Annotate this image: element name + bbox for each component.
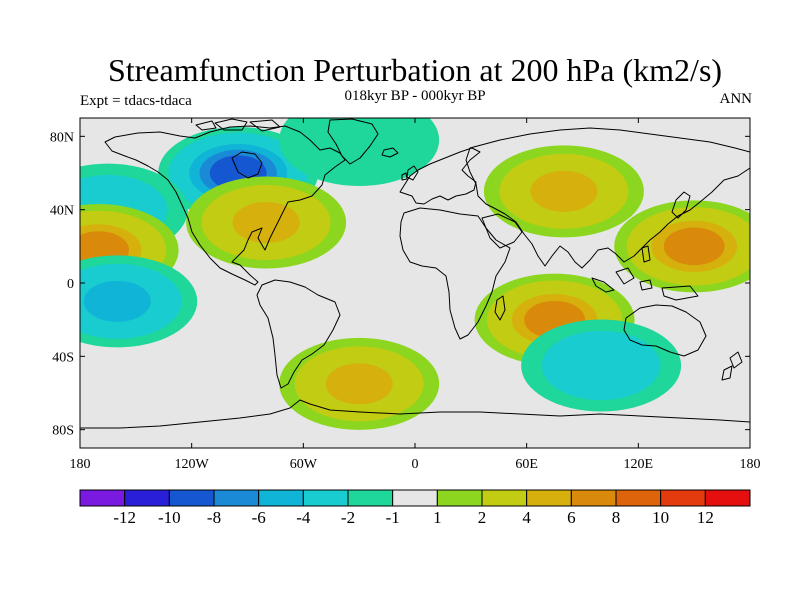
colorbar-label: 10 — [652, 508, 669, 527]
colorbar-label: -1 — [386, 508, 400, 527]
contour-level — [530, 170, 598, 212]
lon-tick-label: 60W — [290, 457, 318, 472]
experiment-label: Expt = tdacs-tdaca — [80, 93, 192, 109]
anomaly-west-pacific-high — [614, 200, 750, 293]
lat-tick-label: 0 — [67, 277, 74, 292]
lat-tick-label: 40N — [50, 204, 74, 219]
contour-level — [663, 227, 725, 266]
lat-tick-label: 80N — [50, 130, 74, 145]
lat-tick-label: 80S — [52, 424, 74, 439]
colorbar: -12 -10 -8 -6 -4 -2 -1 1 2 4 6 8 10 12 — [79, 489, 751, 527]
contour-level — [325, 363, 393, 405]
colorbar-swatch — [660, 489, 706, 507]
lon-tick-label: 120W — [175, 457, 210, 472]
colorbar-label: -6 — [252, 508, 266, 527]
plot-title: Streamfunction Perturbation at 200 hPa (… — [107, 52, 723, 88]
colorbar-label: -4 — [296, 508, 311, 527]
colorbar-swatch — [347, 489, 394, 507]
colorbar-swatch — [570, 489, 617, 507]
coastlines — [80, 118, 750, 429]
colorbar-swatch — [213, 489, 260, 507]
contour-level — [279, 118, 440, 186]
colorbar-swatch — [392, 489, 438, 507]
colorbar-label: 2 — [478, 508, 487, 527]
colorbar-label: 4 — [522, 508, 531, 527]
colorbar-label: -2 — [341, 508, 355, 527]
longitude-axis: 180 120W 60W 0 60E 120E 180 — [70, 118, 761, 472]
contour-level — [83, 280, 151, 322]
anomaly-europe-asia-high — [483, 145, 644, 238]
colorbar-swatch — [258, 489, 304, 507]
lon-tick-label: 120E — [624, 457, 654, 472]
lat-tick-label: 40S — [52, 350, 74, 365]
contour-level — [562, 342, 640, 389]
colorbar-label: -12 — [113, 508, 136, 527]
season-label: ANN — [719, 91, 753, 107]
anomaly-south-indian-low — [521, 319, 682, 412]
colorbar-swatch — [615, 489, 662, 507]
colorbar-swatch — [436, 489, 483, 507]
streamfunction-field — [80, 118, 750, 430]
anomaly-south-atlantic-high — [279, 337, 440, 430]
colorbar-label: 8 — [612, 508, 621, 527]
colorbar-swatch — [79, 489, 126, 507]
colorbar-label: 6 — [567, 508, 576, 527]
colorbar-swatch — [526, 489, 572, 507]
lon-tick-label: 60E — [515, 457, 538, 472]
colorbar-label: -10 — [158, 508, 181, 527]
colorbar-swatch — [704, 489, 751, 507]
colorbar-label: -8 — [207, 508, 221, 527]
lon-tick-label: 0 — [412, 457, 419, 472]
lon-tick-label: 180 — [740, 457, 761, 472]
colorbar-label: 12 — [697, 508, 714, 527]
colorbar-swatch — [302, 489, 349, 507]
colorbar-swatch — [124, 489, 170, 507]
contour-level — [232, 202, 300, 243]
plot-subtitle: 018kyr BP - 000kyr BP — [344, 88, 486, 104]
anomaly-western-atlantic-high — [186, 176, 347, 269]
latitude-axis: 80N 40N 0 40S 80S — [50, 130, 750, 439]
anomaly-arctic-low — [279, 118, 440, 186]
anomaly-south-pacific-low — [80, 255, 198, 348]
colorbar-swatch — [481, 489, 528, 507]
colorbar-swatch — [168, 489, 215, 507]
lon-tick-label: 180 — [70, 457, 91, 472]
colorbar-label: 1 — [433, 508, 442, 527]
